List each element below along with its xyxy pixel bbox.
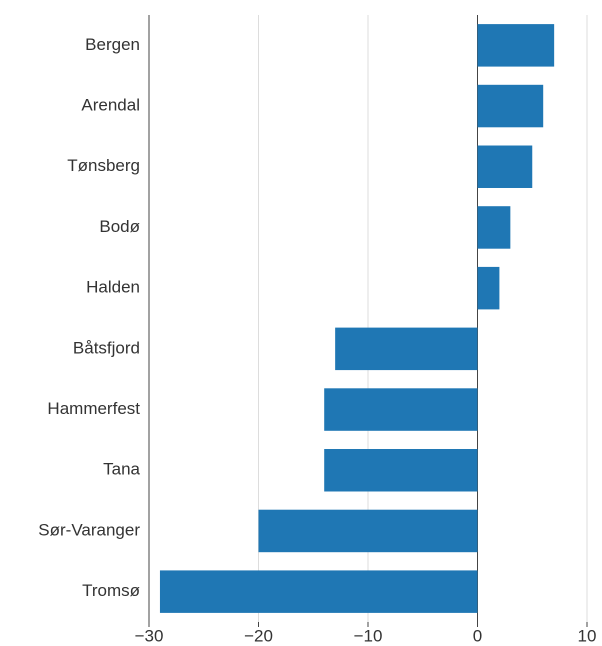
y-tick-label: Bergen	[85, 35, 140, 54]
x-tick-label: 0	[473, 626, 482, 645]
y-tick-label: Bodø	[99, 217, 140, 236]
bar	[258, 509, 478, 553]
bar	[159, 570, 478, 613]
bar	[324, 449, 478, 492]
x-tick-label: −30	[135, 626, 164, 645]
y-tick-label: Båtsfjord	[73, 338, 140, 357]
x-tick-label: −20	[244, 626, 273, 645]
x-tick-label: 10	[578, 626, 597, 645]
bar	[477, 24, 555, 67]
y-tick-label: Sør-Varanger	[38, 520, 140, 539]
bar	[477, 84, 544, 128]
y-tick-label: Halden	[86, 278, 140, 297]
y-tick-label: Tromsø	[82, 581, 140, 600]
y-tick-label: Tana	[103, 460, 140, 479]
bar	[335, 327, 478, 371]
bar	[477, 145, 533, 188]
x-tick-label: −10	[354, 626, 383, 645]
y-tick-label: Arendal	[81, 96, 140, 115]
bar	[477, 266, 500, 310]
bar	[324, 388, 478, 431]
y-tick-label: Tønsberg	[67, 156, 140, 175]
y-tick-label: Hammerfest	[47, 399, 140, 418]
bar	[477, 206, 511, 249]
